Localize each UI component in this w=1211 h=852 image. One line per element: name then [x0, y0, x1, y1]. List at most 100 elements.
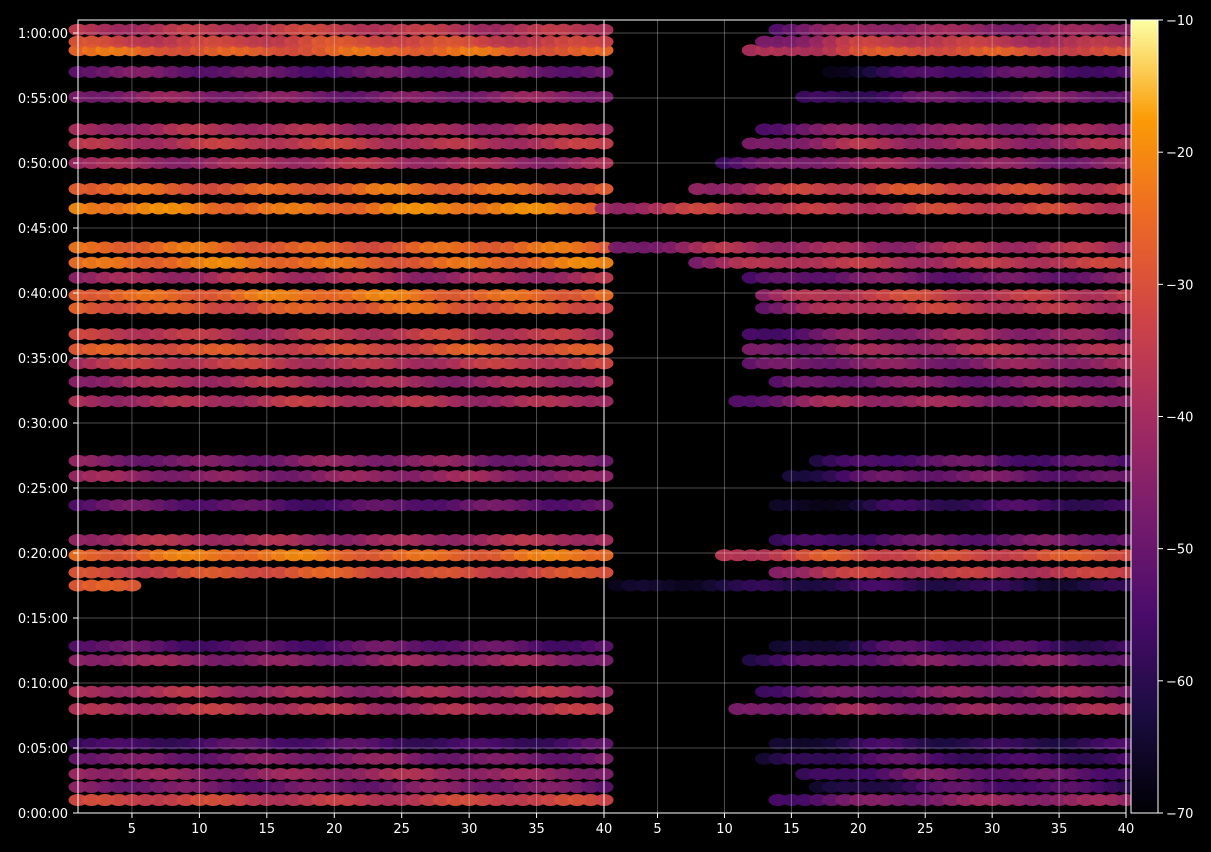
heatmap-cell [1036, 183, 1056, 195]
heatmap-cell [835, 66, 855, 78]
heatmap-cell [176, 794, 196, 806]
heatmap-cell [1022, 44, 1042, 57]
heatmap-cell [527, 499, 547, 512]
heatmap-cell [889, 241, 908, 254]
heatmap-cell [540, 343, 560, 356]
heatmap-cell [567, 66, 587, 78]
heatmap-cell [176, 640, 196, 653]
heatmap-cell [822, 183, 841, 195]
heatmap-cell [257, 343, 277, 356]
heatmap-cell [1049, 703, 1069, 715]
heatmap-cell [875, 23, 895, 36]
heatmap-cell [365, 202, 385, 215]
heatmap-cell [432, 357, 452, 370]
heatmap-cell [1103, 685, 1123, 698]
heatmap-cell [419, 781, 439, 793]
heatmap-cell [324, 357, 344, 370]
heatmap-cell [1076, 202, 1096, 215]
heatmap-cell [1049, 183, 1069, 195]
heatmap-cell [82, 375, 101, 388]
heatmap-cell [473, 44, 493, 57]
heatmap-cell [230, 640, 250, 653]
heatmap-cell [82, 534, 101, 546]
heatmap-cell [446, 256, 466, 269]
y-tick-label: 1:00:00 [18, 27, 68, 42]
heatmap-cell [257, 241, 277, 254]
heatmap-cell [969, 183, 989, 195]
heatmap-cell [902, 454, 922, 467]
heatmap-cell [728, 183, 748, 195]
heatmap-cell [338, 566, 358, 579]
heatmap-cell [540, 23, 560, 36]
heatmap-cell [257, 183, 277, 195]
heatmap-cell [929, 357, 949, 370]
heatmap-cell [419, 768, 439, 780]
heatmap-cell [554, 534, 573, 546]
heatmap-cell [674, 579, 694, 592]
heatmap-cell [1063, 534, 1082, 546]
heatmap-cell [378, 375, 398, 388]
heatmap-cell [540, 395, 560, 408]
heatmap-cell [513, 654, 533, 667]
heatmap-cell [419, 499, 439, 512]
heatmap-cell [365, 752, 385, 765]
heatmap-cell [982, 794, 1002, 806]
heatmap-cell [942, 271, 962, 284]
heatmap-cell [351, 123, 371, 136]
heatmap-cell [446, 328, 466, 341]
heatmap-cell [808, 454, 828, 467]
heatmap-cell [311, 654, 331, 667]
heatmap-cell [848, 549, 868, 562]
heatmap-cell [929, 302, 949, 315]
heatmap-cell [297, 23, 317, 36]
heatmap-cell [982, 566, 1002, 579]
heatmap-cell [486, 328, 506, 341]
heatmap-cell [392, 90, 412, 103]
heatmap-cell [969, 703, 989, 715]
heatmap-cell [1036, 781, 1056, 793]
heatmap-cell [203, 454, 223, 467]
heatmap-cell [969, 328, 989, 341]
heatmap-cell [822, 499, 841, 512]
heatmap-cell [527, 23, 547, 36]
heatmap-cell [1036, 654, 1056, 667]
heatmap-cell [419, 183, 439, 195]
heatmap-cell [270, 137, 290, 150]
heatmap-cell [324, 343, 344, 356]
heatmap-cell [1049, 794, 1069, 806]
heatmap-cell [135, 640, 155, 653]
heatmap-cell [95, 357, 115, 370]
heatmap-cell [122, 470, 142, 483]
heatmap-cell [500, 752, 520, 765]
heatmap-cell [486, 737, 506, 750]
heatmap-cell [135, 768, 155, 780]
heatmap-cell [929, 640, 949, 653]
heatmap-cell [365, 375, 385, 388]
heatmap-cell [162, 357, 182, 370]
heatmap-cell [270, 534, 290, 546]
heatmap-cell [189, 375, 209, 388]
heatmap-cell [392, 534, 412, 546]
heatmap-cell [338, 470, 358, 483]
heatmap-cell [1076, 357, 1096, 370]
heatmap-cell [621, 579, 641, 592]
heatmap-cell [969, 566, 989, 579]
heatmap-cell [955, 271, 975, 284]
heatmap-cell [688, 256, 708, 269]
heatmap-cell [243, 375, 263, 388]
heatmap-cell [338, 794, 358, 806]
heatmap-cell [942, 157, 962, 169]
heatmap-cell [176, 302, 196, 315]
heatmap-cell [311, 685, 331, 698]
heatmap-cell [915, 640, 935, 653]
heatmap-cell [82, 499, 101, 512]
heatmap-cell [1049, 157, 1069, 169]
colorbar-tick-label: −10 [1166, 14, 1193, 29]
heatmap-cell [1076, 752, 1096, 765]
heatmap-cell [1063, 256, 1082, 269]
heatmap-cell [162, 289, 182, 302]
heatmap-cell [324, 23, 344, 36]
heatmap-cell [149, 328, 169, 341]
heatmap-cell [982, 241, 1002, 254]
heatmap-cell [755, 44, 775, 57]
